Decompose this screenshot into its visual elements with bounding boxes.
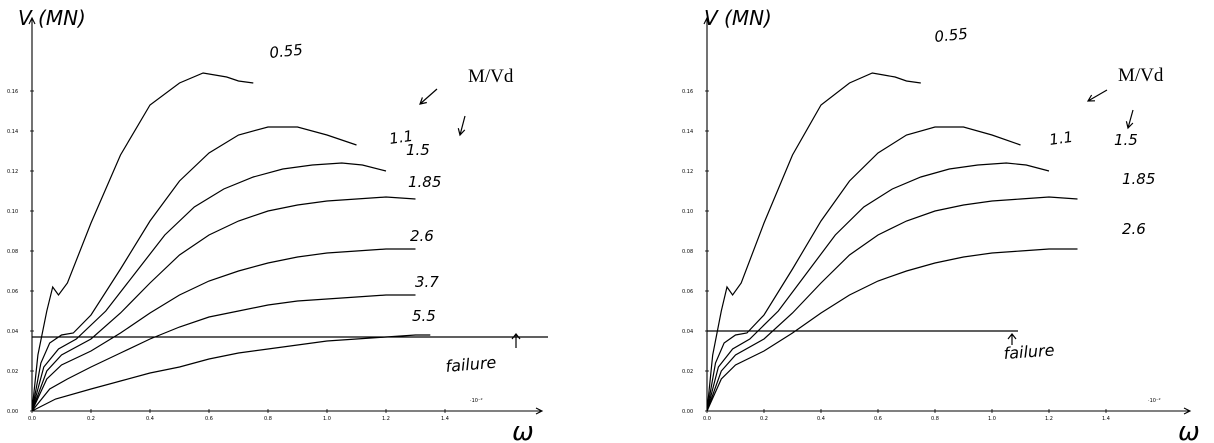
- curve-label: 1.1: [1048, 128, 1074, 149]
- curve-label: 0.55: [934, 25, 969, 46]
- x-tick-label: 0.8: [264, 416, 272, 422]
- x-tick-label: 0.0: [28, 416, 36, 422]
- y-axis-label: V (MN): [704, 6, 772, 30]
- curve-label: 0.55: [269, 41, 304, 62]
- x-tick-label: 0.2: [87, 416, 95, 422]
- curve-label: 3.7: [415, 273, 439, 291]
- curve-label: 2.6: [410, 227, 434, 245]
- x-tick-label: 0.0: [703, 416, 711, 422]
- y-tick-label: 0.08: [682, 249, 693, 255]
- curve-label: 1.1: [388, 127, 414, 148]
- curve-md-1-1: [706, 126, 1021, 412]
- y-tick-label: 0.16: [7, 89, 18, 95]
- curve-label: 1.85: [1122, 170, 1155, 188]
- x-tick-label: 0.6: [874, 416, 882, 422]
- x-tick-label: 0.4: [817, 416, 825, 422]
- chart-panel-left: 0.00 0.02 0.04 0.06 0.08 0.10 0.12 0.14 0.16 0.0 0…: [7, 6, 548, 443]
- y-tick-label: 0.12: [7, 169, 18, 175]
- x-tick-label: 0.6: [205, 416, 213, 422]
- x-axis-label: ω: [512, 417, 534, 443]
- x-multiplier-label: ·10⁻²: [470, 398, 483, 404]
- y-tick-label: 0.10: [7, 209, 18, 215]
- pointer-arrow: [1086, 89, 1108, 102]
- y-tick-label: 0.02: [682, 369, 693, 375]
- curve-label: 1.85: [408, 173, 441, 191]
- y-tick-label: 0.00: [682, 409, 693, 415]
- curve-md-1-5: [706, 162, 1050, 412]
- y-tick-label: 0.02: [7, 369, 18, 375]
- curve-label: 5.5: [412, 307, 436, 325]
- y-tick-label: 0.14: [7, 129, 18, 135]
- x-tick-label: 0.8: [931, 416, 939, 422]
- y-tick-label: 0.04: [682, 329, 693, 335]
- curve-md-1-5: [31, 162, 387, 412]
- curve-label: 1.5: [1114, 131, 1138, 149]
- chart-panel-right: 0.00 0.02 0.04 0.06 0.08 0.10 0.12 0.14 0.16 0.0 0…: [682, 6, 1200, 443]
- pointer-arrow: [457, 115, 466, 137]
- y-tick-label: 0.04: [7, 329, 18, 335]
- curve-md-2-6: [706, 248, 1078, 412]
- x-tick-label: 1.4: [441, 416, 449, 422]
- curve-md-2-6: [31, 248, 416, 412]
- y-tick-label: 0.06: [7, 289, 18, 295]
- y-tick-label: 0.06: [682, 289, 693, 295]
- y-axis-arrowhead: [28, 16, 36, 25]
- x-tick-label: 1.4: [1102, 416, 1110, 422]
- legend-title: M/Vd: [1118, 65, 1164, 86]
- failure-arrow: [511, 333, 521, 348]
- y-tick-label: 0.16: [682, 89, 693, 95]
- y-tick-label: 0.00: [7, 409, 18, 415]
- curve-md-1-1: [31, 126, 357, 412]
- curve-md-0-55: [31, 72, 254, 412]
- y-tick-label: 0.10: [682, 209, 693, 215]
- curve-label: 2.6: [1122, 220, 1146, 238]
- y-axis-label: V (MN): [18, 6, 86, 30]
- pointer-arrow: [419, 88, 438, 105]
- x-tick-label: 0.4: [146, 416, 154, 422]
- x-tick-label: 1.2: [382, 416, 390, 422]
- x-tick-label: 1.0: [988, 416, 996, 422]
- x-axis-arrowhead: [1183, 407, 1192, 415]
- pointer-arrow: [1125, 109, 1134, 130]
- y-tick-label: 0.08: [7, 249, 18, 255]
- curve-md-3-7: [31, 294, 416, 412]
- curve-md-1-85: [706, 196, 1078, 412]
- x-axis-label: ω: [1178, 417, 1200, 443]
- x-axis-arrowhead: [535, 407, 544, 415]
- failure-arrow: [1007, 333, 1017, 345]
- y-tick-label: 0.12: [682, 169, 693, 175]
- curve-md-5-5: [31, 334, 431, 412]
- failure-label: failure: [1003, 340, 1055, 363]
- x-multiplier-label: ·10⁻²: [1148, 398, 1161, 404]
- x-tick-label: 1.0: [323, 416, 331, 422]
- x-tick-label: 0.2: [760, 416, 768, 422]
- legend-title: M/Vd: [468, 66, 514, 87]
- curve-label: 1.5: [406, 141, 430, 159]
- x-tick-label: 1.2: [1045, 416, 1053, 422]
- curve-md-0-55: [706, 72, 921, 412]
- curve-md-1-85: [31, 196, 416, 412]
- y-tick-label: 0.14: [682, 129, 693, 135]
- y-axis-arrowhead: [703, 16, 711, 25]
- failure-label: failure: [445, 353, 498, 376]
